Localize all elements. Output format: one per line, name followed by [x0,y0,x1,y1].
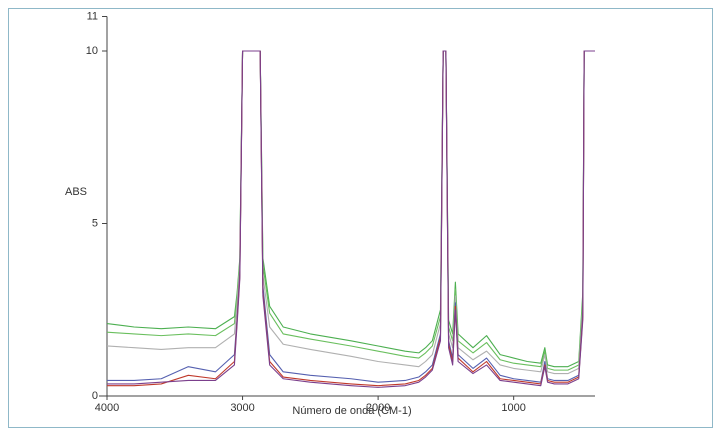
x-tick-label: 4000 [95,402,119,414]
y-tick-label: 5 [92,217,98,229]
series-line [106,50,595,368]
series-line [106,50,595,375]
y-axis-label: ABS [65,186,87,198]
y-tick-label: 11 [87,10,98,22]
x-tick-label: 3000 [230,402,254,414]
y-tick-label: 10 [86,45,98,57]
x-tick-label: 2000 [366,402,390,414]
series-line [107,50,595,387]
series-line [107,50,595,383]
x-axis-label: Número de onda (CM-1) [292,405,411,417]
series-line [106,50,595,371]
series-line [107,50,595,388]
y-tick-label: 0 [92,390,98,402]
x-tick-label: 1000 [501,402,525,414]
frame [8,8,713,428]
